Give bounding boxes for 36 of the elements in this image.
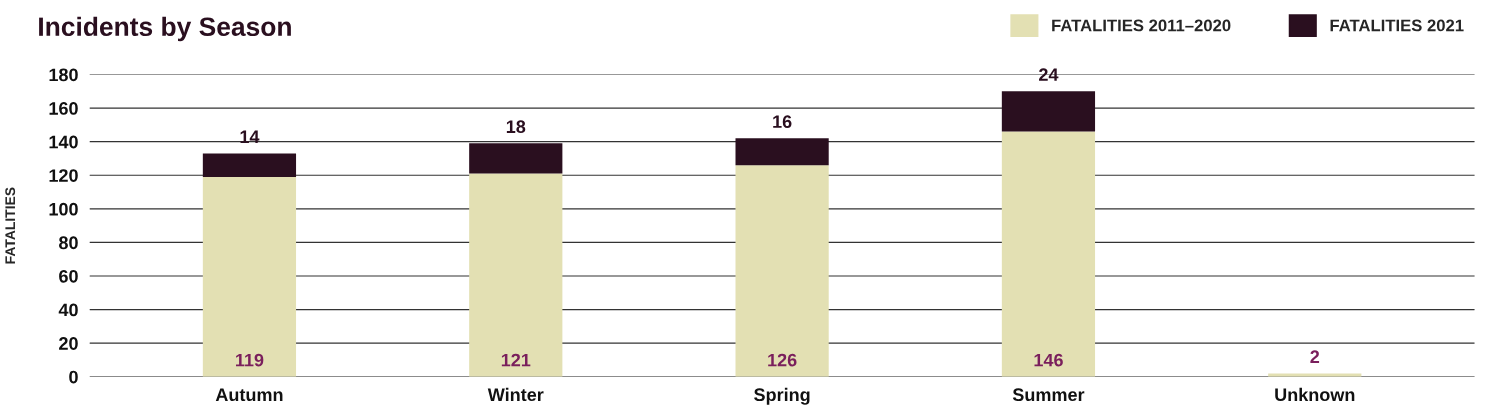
bar [202, 176, 297, 377]
legend-label: FATALITIES 2021 [1330, 19, 1464, 32]
data-label: 24 [1039, 68, 1059, 81]
data-label: 119 [236, 353, 264, 367]
y-tick-label: 40 [58, 303, 78, 317]
data-label: 16 [773, 115, 792, 129]
bar [469, 173, 563, 377]
y-tick-label: 120 [49, 169, 78, 182]
y-tick-label: 140 [49, 135, 78, 149]
data-label: 18 [506, 120, 526, 134]
y-tick-label: 0 [69, 370, 78, 384]
y-tick-label: 20 [59, 337, 78, 350]
bar [202, 153, 297, 177]
bar [469, 143, 563, 174]
x-tick-label: Unknown [1275, 387, 1355, 402]
legend-label: FATALITIES 2011–2020 [1052, 19, 1231, 32]
chart-title: Incidents by Season [39, 16, 291, 42]
data-label: 2 [1310, 350, 1320, 363]
x-tick-label: Winter [487, 387, 544, 402]
data-label: 146 [1034, 353, 1063, 367]
y-axis-title: FATALITIES [5, 187, 16, 264]
y-tick-label: 60 [59, 269, 78, 283]
x-tick-label: Spring [754, 387, 810, 405]
y-tick-label: 80 [59, 236, 78, 250]
y-tick-label: 100 [49, 202, 78, 216]
x-tick-label: Autumn [215, 388, 283, 402]
data-label: 14 [240, 130, 260, 143]
y-tick-label: 180 [49, 68, 78, 82]
data-label: 121 [501, 353, 531, 367]
bar [735, 138, 829, 166]
y-tick-label: 160 [49, 102, 78, 115]
bar [735, 165, 829, 377]
x-tick-label: Summer [1012, 388, 1085, 402]
data-label: 126 [768, 353, 797, 367]
bar [1001, 91, 1096, 132]
bar [1001, 131, 1096, 377]
